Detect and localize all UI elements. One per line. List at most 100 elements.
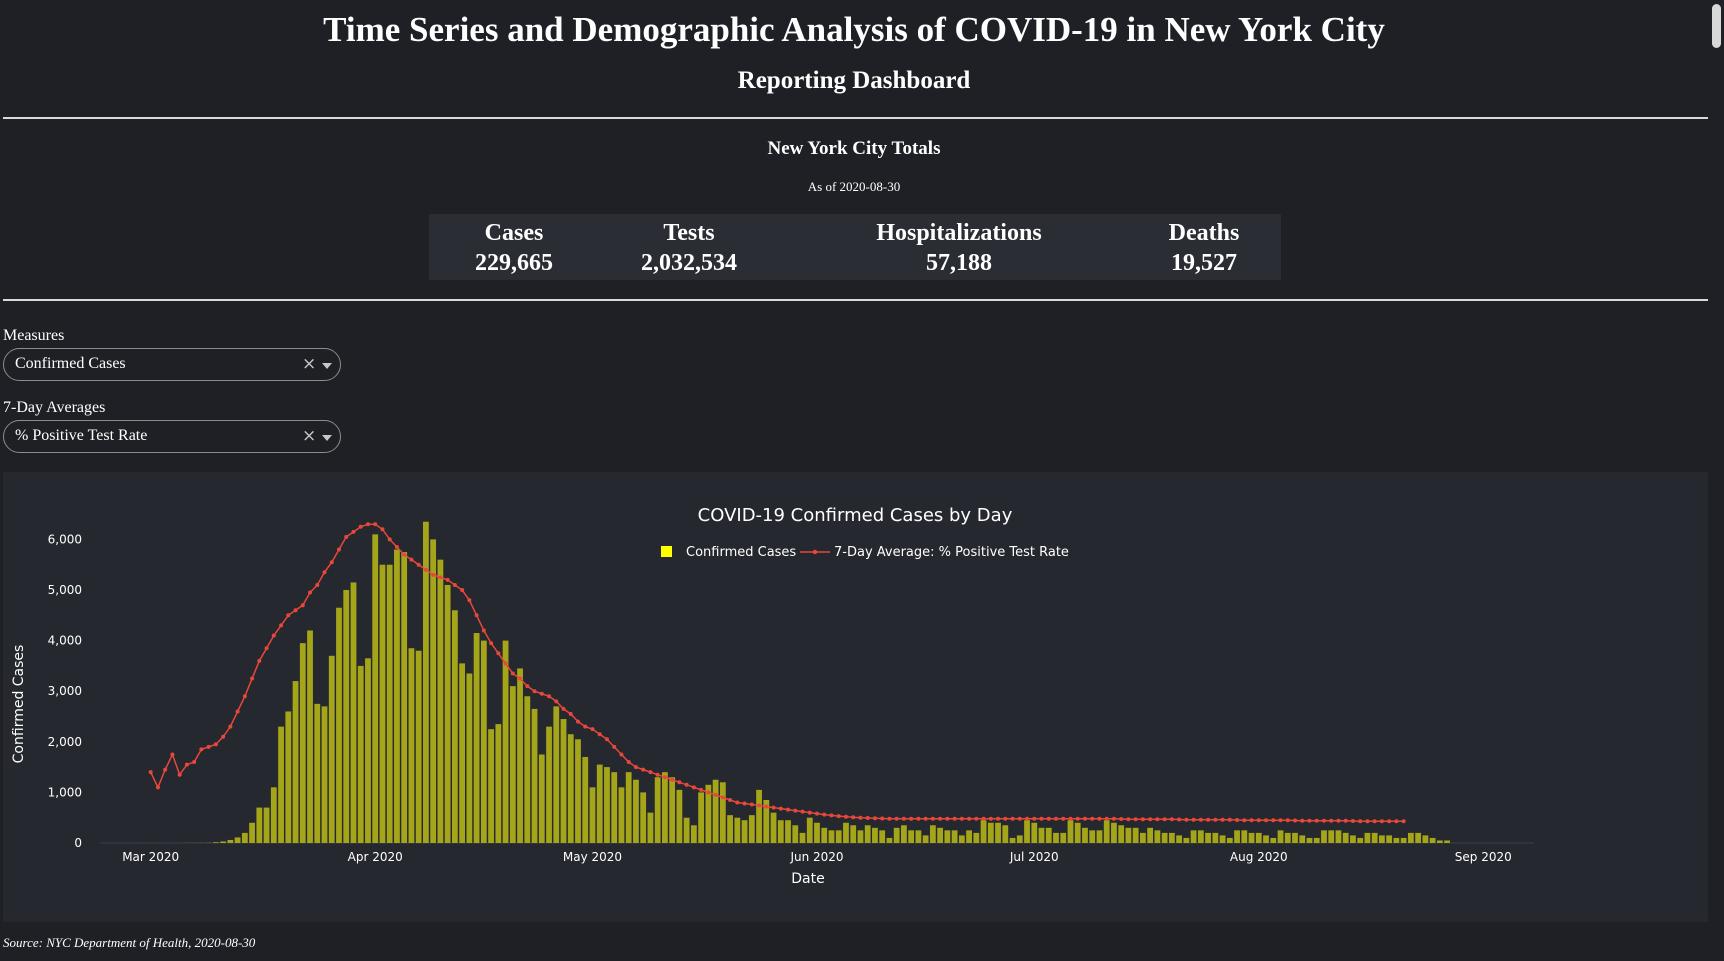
bar-confirmed-cases[interactable] bbox=[980, 820, 987, 843]
average-line-point[interactable] bbox=[163, 767, 168, 772]
bar-confirmed-cases[interactable] bbox=[1154, 830, 1161, 843]
bar-confirmed-cases[interactable] bbox=[546, 726, 552, 843]
bar-confirmed-cases[interactable] bbox=[1024, 820, 1030, 843]
average-line-point[interactable] bbox=[786, 807, 791, 812]
average-line-point[interactable] bbox=[1206, 817, 1211, 822]
bar-confirmed-cases[interactable] bbox=[480, 640, 487, 843]
bar-confirmed-cases[interactable] bbox=[814, 822, 820, 843]
average-line-point[interactable] bbox=[184, 762, 189, 767]
bar-confirmed-cases[interactable] bbox=[299, 643, 306, 843]
average-line-point[interactable] bbox=[264, 646, 269, 651]
bar-confirmed-cases[interactable] bbox=[973, 832, 980, 843]
average-line-point[interactable] bbox=[1235, 817, 1240, 822]
bar-confirmed-cases[interactable] bbox=[1342, 832, 1349, 843]
average-line-point[interactable] bbox=[706, 790, 711, 795]
average-line-point[interactable] bbox=[1350, 818, 1355, 823]
average-line-point[interactable] bbox=[1256, 818, 1261, 823]
bar-confirmed-cases[interactable] bbox=[792, 825, 799, 843]
average-line-point[interactable] bbox=[1213, 817, 1218, 822]
bar-confirmed-cases[interactable] bbox=[1212, 832, 1219, 843]
bar-confirmed-cases[interactable] bbox=[1444, 840, 1450, 843]
average-line-point[interactable] bbox=[728, 797, 733, 802]
average-line-point[interactable] bbox=[554, 699, 559, 704]
average-line-point[interactable] bbox=[1321, 818, 1326, 823]
bar-confirmed-cases[interactable] bbox=[864, 825, 871, 843]
average-line-point[interactable] bbox=[525, 684, 530, 689]
average-line-point[interactable] bbox=[286, 613, 291, 618]
average-line-point[interactable] bbox=[170, 752, 175, 757]
bar-confirmed-cases[interactable] bbox=[1379, 835, 1385, 843]
average-line-point[interactable] bbox=[576, 719, 580, 724]
average-line-point[interactable] bbox=[1010, 816, 1015, 821]
average-line-point[interactable] bbox=[532, 689, 537, 694]
average-line-point[interactable] bbox=[894, 816, 899, 821]
bar-confirmed-cases[interactable] bbox=[843, 822, 849, 843]
average-line-point[interactable] bbox=[177, 772, 182, 777]
average-line-point[interactable] bbox=[1394, 819, 1399, 824]
bar-confirmed-cases[interactable] bbox=[1306, 837, 1313, 843]
bar-confirmed-cases[interactable] bbox=[423, 521, 429, 843]
average-line-point[interactable] bbox=[242, 694, 247, 699]
average-line-point[interactable] bbox=[322, 570, 327, 575]
bar-confirmed-cases[interactable] bbox=[263, 807, 270, 843]
average-line-point[interactable] bbox=[1119, 816, 1124, 821]
average-line-point[interactable] bbox=[981, 816, 986, 821]
legend-label-cases[interactable]: Confirmed Cases bbox=[686, 545, 796, 560]
average-line-point[interactable] bbox=[1379, 819, 1384, 824]
average-line-point[interactable] bbox=[467, 598, 472, 603]
bar-confirmed-cases[interactable] bbox=[640, 792, 647, 843]
bar-confirmed-cases[interactable] bbox=[538, 754, 545, 843]
average-line-point[interactable] bbox=[1090, 816, 1095, 821]
average-line-point[interactable] bbox=[503, 661, 508, 666]
average-line-point[interactable] bbox=[496, 651, 501, 656]
bar-confirmed-cases[interactable] bbox=[1400, 837, 1407, 843]
bar-confirmed-cases[interactable] bbox=[1436, 840, 1443, 843]
bar-confirmed-cases[interactable] bbox=[1270, 837, 1277, 843]
bar-confirmed-cases[interactable] bbox=[1111, 822, 1117, 843]
average-line-point[interactable] bbox=[952, 816, 957, 821]
average-line-point[interactable] bbox=[901, 816, 906, 821]
bar-confirmed-cases[interactable] bbox=[292, 681, 299, 843]
average-line-point[interactable] bbox=[387, 537, 392, 542]
measures-chevron-down-icon[interactable] bbox=[322, 363, 332, 369]
average-line-point[interactable] bbox=[858, 815, 863, 820]
average-line-point[interactable] bbox=[626, 760, 631, 765]
bar-confirmed-cases[interactable] bbox=[1067, 820, 1074, 843]
average-line-point[interactable] bbox=[1140, 817, 1145, 822]
bar-confirmed-cases[interactable] bbox=[1103, 820, 1110, 843]
average-line-point[interactable] bbox=[800, 809, 805, 814]
average-line-point[interactable] bbox=[967, 816, 972, 821]
average-line-point[interactable] bbox=[836, 814, 841, 819]
average-line-point[interactable] bbox=[938, 816, 943, 821]
average-line-point[interactable] bbox=[293, 608, 298, 613]
bar-confirmed-cases[interactable] bbox=[509, 686, 516, 843]
average-line-point[interactable] bbox=[1068, 816, 1073, 821]
average-line-point[interactable] bbox=[1111, 816, 1116, 821]
average-line-point[interactable] bbox=[1025, 816, 1030, 821]
bar-confirmed-cases[interactable] bbox=[1205, 832, 1211, 843]
bar-confirmed-cases[interactable] bbox=[437, 559, 444, 843]
average-line-point[interactable] bbox=[344, 534, 349, 539]
scrollbar[interactable] bbox=[1708, 0, 1724, 961]
bar-confirmed-cases[interactable] bbox=[1031, 822, 1038, 843]
average-line-point[interactable] bbox=[300, 603, 305, 608]
bar-confirmed-cases[interactable] bbox=[1132, 827, 1139, 843]
average-line-point[interactable] bbox=[583, 724, 588, 729]
average-line-point[interactable] bbox=[930, 816, 935, 821]
average-line-point[interactable] bbox=[1046, 816, 1051, 821]
average-line-point[interactable] bbox=[996, 816, 1001, 821]
bar-confirmed-cases[interactable] bbox=[314, 703, 321, 843]
bar-confirmed-cases[interactable] bbox=[386, 564, 393, 843]
average-line-point[interactable] bbox=[337, 547, 341, 552]
bar-confirmed-cases[interactable] bbox=[1060, 832, 1067, 843]
bar-confirmed-cases[interactable] bbox=[357, 665, 364, 843]
bar-confirmed-cases[interactable] bbox=[1038, 827, 1045, 843]
bar-confirmed-cases[interactable] bbox=[285, 711, 292, 843]
average-line-point[interactable] bbox=[358, 524, 363, 529]
bar-confirmed-cases[interactable] bbox=[806, 817, 813, 843]
average-line-point[interactable] bbox=[699, 787, 704, 792]
average-line-point[interactable] bbox=[655, 772, 660, 777]
bar-confirmed-cases[interactable] bbox=[922, 835, 929, 843]
average-line-point[interactable] bbox=[829, 813, 834, 818]
bar-confirmed-cases[interactable] bbox=[611, 772, 618, 843]
